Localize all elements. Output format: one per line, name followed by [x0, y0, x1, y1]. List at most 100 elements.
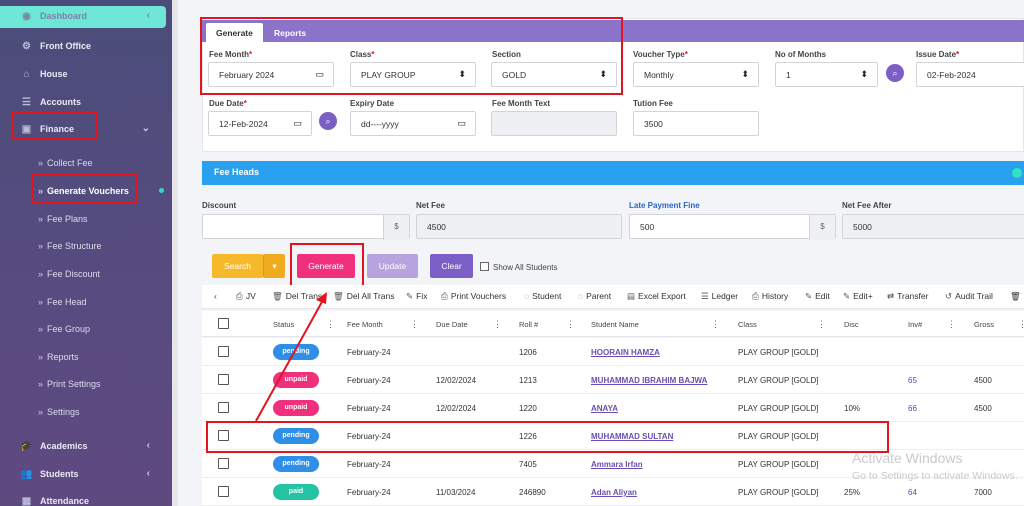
sidebar-sub-fee-structure[interactable]: » Fee Structure — [38, 241, 102, 251]
toolbar-edit-plus[interactable]: ✎ Edit+ — [843, 291, 873, 301]
select-all-checkbox[interactable] — [218, 318, 229, 329]
toolbar-fix[interactable]: ✎ Fix — [406, 291, 428, 301]
toolbar-student[interactable]: ◌ Student — [524, 291, 562, 301]
student-name-link[interactable]: HOORAIN HAMZA — [591, 348, 660, 357]
sidebar-sub-fee-plans[interactable]: » Fee Plans — [38, 214, 88, 224]
col-student-name[interactable]: Student Name — [591, 320, 639, 329]
discount-input[interactable]: $ — [202, 214, 410, 240]
search-button[interactable]: Search — [212, 254, 263, 278]
sidebar-item-finance[interactable]: ▣ Finance ⌄ — [0, 119, 166, 141]
due-date-input[interactable]: 12-Feb-2024 ▭ — [208, 111, 312, 136]
fee-month-text-input[interactable] — [491, 111, 617, 136]
toolbar-del-all-trans[interactable]: 🗑 Del All Trans — [333, 291, 395, 301]
generate-button[interactable]: Generate — [297, 254, 355, 278]
sidebar-item-students[interactable]: 👥 Students ‹ — [0, 464, 166, 486]
sidebar-sub-fee-discount[interactable]: » Fee Discount — [38, 269, 100, 279]
table-row[interactable]: pending February-24 1206 HOORAIN HAMZA PLAY … — [202, 338, 1024, 366]
sidebar-sub-reports[interactable]: » Reports — [38, 352, 79, 362]
status-badge[interactable]: pending — [273, 456, 319, 472]
student-name-link[interactable]: MUHAMMAD IBRAHIM BAJWA — [591, 376, 708, 385]
status-badge[interactable]: paid — [273, 484, 319, 500]
toolbar-back-button[interactable]: ‹ — [214, 291, 217, 301]
late-payment-fine-input[interactable]: 500 $ — [629, 214, 836, 240]
sidebar-item-front-office[interactable]: ⚙ Front Office — [0, 36, 166, 58]
col-menu-icon[interactable]: ⋮ — [947, 319, 956, 329]
row-checkbox[interactable] — [218, 430, 229, 441]
toolbar-history[interactable]: ⎙ History — [752, 291, 789, 301]
row-checkbox[interactable] — [218, 346, 229, 357]
sidebar-sub-fee-group[interactable]: » Fee Group — [38, 324, 90, 334]
fee-month-input[interactable]: February 2024 ▭ — [208, 62, 334, 87]
col-status[interactable]: Status — [273, 320, 295, 329]
student-name-link[interactable]: ANAYA — [591, 404, 618, 413]
col-menu-icon[interactable]: ⋮ — [817, 319, 826, 329]
row-checkbox[interactable] — [218, 458, 229, 469]
row-checkbox[interactable] — [218, 402, 229, 413]
months-search-button[interactable]: ⌕ — [886, 64, 904, 82]
col-menu-icon[interactable]: ⋮ — [1018, 319, 1024, 329]
issue-date-input[interactable]: 02-Feb-2024 — [916, 62, 1024, 87]
col-menu-icon[interactable]: ⋮ — [566, 319, 575, 329]
search-dropdown-button[interactable]: ▾ — [263, 254, 285, 278]
col-class[interactable]: Class — [738, 320, 757, 329]
inv-cell[interactable]: 64 — [908, 488, 917, 497]
due-date-search-button[interactable]: ⌕ — [319, 112, 337, 130]
status-badge[interactable]: unpaid — [273, 372, 319, 388]
no-of-months-select[interactable]: 1 ⬍ — [775, 62, 878, 87]
col-due-date[interactable]: Due Date — [436, 320, 468, 329]
table-row[interactable]: pending February-24 7405 Ammara Irfan PLAY G… — [202, 450, 1024, 478]
col-gross[interactable]: Gross — [974, 320, 995, 329]
sidebar-item-house[interactable]: ⌂ House — [0, 64, 166, 86]
toolbar-excel-export[interactable]: ▤ Excel Export — [627, 291, 686, 301]
toolbar-jv[interactable]: ⎙ JV — [236, 291, 256, 301]
net-fee-input[interactable]: 4500 — [416, 214, 622, 239]
col-disc[interactable]: Disc — [844, 320, 859, 329]
student-name-link[interactable]: Ammara Irfan — [591, 460, 643, 469]
toolbar-edit[interactable]: ✎ Edit — [805, 291, 830, 301]
update-button[interactable]: Update — [367, 254, 418, 278]
toolbar-transfer[interactable]: ⇄ Transfer — [887, 291, 929, 301]
toolbar-parent[interactable]: ◌ Parent — [578, 291, 612, 301]
student-name-link[interactable]: MUHAMMAD SULTAN — [591, 432, 674, 441]
sidebar-item-academics[interactable]: 🎓 Academics ‹ — [0, 436, 166, 458]
show-all-students-checkbox[interactable] — [480, 262, 489, 271]
toolbar-print-vouchers[interactable]: ⎙ Print Vouchers — [441, 291, 507, 301]
inv-cell[interactable]: 66 — [908, 404, 917, 413]
col-menu-icon[interactable]: ⋮ — [410, 319, 419, 329]
student-name-link[interactable]: Adan Aliyan — [591, 488, 637, 497]
fee-heads-bar[interactable]: Fee Heads — [202, 161, 1024, 185]
sidebar-sub-print-settings[interactable]: » Print Settings — [38, 379, 101, 389]
sidebar-item-attendance[interactable]: ▦ Attendance — [0, 491, 166, 506]
col-menu-icon[interactable]: ⋮ — [493, 319, 502, 329]
col-inv[interactable]: Inv# — [908, 320, 923, 329]
tution-fee-input[interactable]: 3500 — [633, 111, 759, 136]
sidebar-sub-generate-vouchers[interactable]: » Generate Vouchers — [38, 186, 129, 196]
class-select[interactable]: PLAY GROUP ⬍ — [350, 62, 476, 87]
toolbar-audit-trail[interactable]: ↺ Audit Trail — [945, 291, 993, 301]
row-checkbox[interactable] — [218, 374, 229, 385]
toolbar-del-trans[interactable]: 🗑 Del Trans — [272, 291, 323, 301]
toolbar-delete[interactable]: 🗑 — [1010, 291, 1021, 302]
col-fee-month[interactable]: Fee Month — [347, 320, 383, 329]
expiry-date-input[interactable]: dd----yyyy ▭ — [350, 111, 476, 136]
sidebar-sub-settings[interactable]: » Settings — [38, 407, 80, 417]
table-row[interactable]: unpaid February-24 12/02/2024 1213 MUHAMMAD … — [202, 366, 1024, 394]
sidebar-item-dashboard[interactable]: ◉ Dashboard ‹ — [0, 6, 166, 28]
net-fee-after-input[interactable]: 5000 — [842, 214, 1024, 239]
section-select[interactable]: GOLD ⬍ — [491, 62, 617, 87]
sidebar-sub-collect-fee[interactable]: » Collect Fee — [38, 158, 93, 168]
sidebar-sub-fee-head[interactable]: » Fee Head — [38, 297, 87, 307]
col-menu-icon[interactable]: ⋮ — [326, 319, 335, 329]
tab-reports[interactable]: Reports — [274, 28, 307, 38]
row-checkbox[interactable] — [218, 486, 229, 497]
status-badge[interactable]: pending — [273, 344, 319, 360]
status-badge[interactable]: pending — [273, 428, 319, 444]
inv-cell[interactable]: 65 — [908, 376, 917, 385]
tab-generate[interactable]: Generate — [206, 23, 263, 42]
col-menu-icon[interactable]: ⋮ — [711, 319, 720, 329]
col-roll[interactable]: Roll # — [519, 320, 539, 329]
voucher-type-select[interactable]: Monthly ⬍ — [633, 62, 759, 87]
sidebar-scrollbar[interactable] — [172, 0, 178, 506]
toolbar-ledger[interactable]: ☰ Ledger — [701, 291, 739, 301]
sidebar-item-accounts[interactable]: ☰ Accounts — [0, 92, 166, 114]
